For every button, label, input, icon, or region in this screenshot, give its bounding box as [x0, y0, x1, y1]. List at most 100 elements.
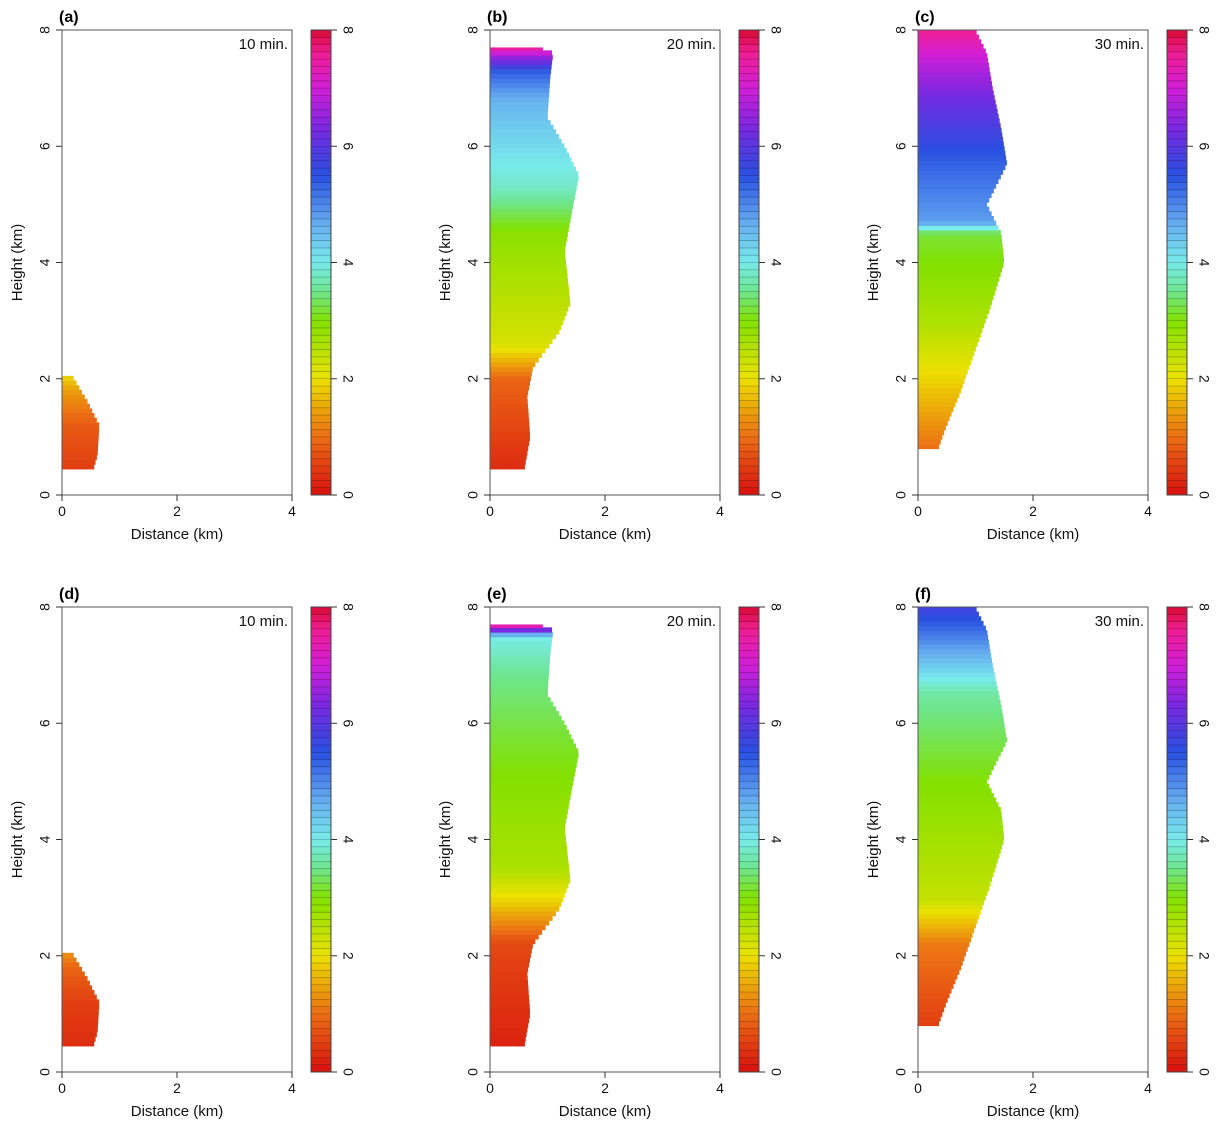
colorbar-tick-label: 0	[1196, 1068, 1212, 1076]
heatmap-cell	[918, 211, 992, 217]
heatmap-cell	[62, 980, 90, 986]
heatmap-cell	[918, 876, 993, 882]
panel-f: 0 2 4 0 2 4 6 8 Distance (km) Height (km) (f) 30 mi…	[865, 586, 1212, 1120]
heatmap-cell	[490, 948, 532, 954]
heatmap-cell	[490, 408, 529, 414]
colorbar-band	[311, 861, 331, 869]
colorbar-band	[739, 643, 759, 651]
heatmap-cell	[918, 718, 1004, 724]
heatmap-cell	[918, 751, 1001, 757]
heatmap-cell	[918, 825, 1004, 831]
colorbar-band	[1167, 277, 1187, 285]
colorbar-band	[1167, 197, 1187, 205]
y-tick-label: 8	[37, 26, 53, 34]
colorbar: 0 2 4 6 8	[738, 603, 784, 1076]
heatmap-cell	[490, 129, 557, 135]
colorbar-band	[1167, 393, 1187, 401]
heatmap-cell	[490, 859, 569, 866]
colorbar-band	[739, 59, 759, 67]
heatmap-cell	[490, 734, 572, 740]
heatmap-cell	[490, 971, 528, 977]
heatmap-cell	[918, 681, 997, 687]
colorbar-band	[311, 80, 331, 89]
colorbar-tick-label: 0	[768, 491, 784, 499]
heatmap-cell	[918, 336, 980, 343]
heatmap-cell	[62, 422, 100, 428]
heatmap-cell	[490, 78, 551, 84]
colorbar-band	[311, 745, 331, 753]
heatmap-cell	[918, 67, 990, 73]
heatmap-cell	[918, 141, 1004, 147]
colorbar-band	[311, 247, 331, 256]
heatmap-cell	[918, 243, 1003, 250]
heatmap-cell	[490, 459, 526, 465]
heatmap-cell	[490, 673, 549, 680]
colorbar-band	[1167, 95, 1187, 104]
heatmap-cell	[918, 918, 978, 924]
heatmap-cell	[918, 57, 989, 64]
heatmap-cell	[918, 388, 962, 394]
heatmap-cell	[918, 867, 995, 873]
heatmap-cell	[490, 938, 536, 945]
colorbar-band	[1167, 832, 1187, 840]
colorbar-band	[739, 131, 759, 140]
colorbar-tick-label: 2	[340, 952, 356, 960]
colorbar-band	[739, 189, 759, 198]
heatmap-cell	[918, 858, 998, 864]
colorbar-band	[739, 269, 759, 278]
heatmap-cell	[490, 310, 567, 316]
heatmap-cell	[490, 422, 530, 428]
heatmap-cell	[918, 253, 1004, 259]
heatmap-cell	[62, 459, 96, 465]
colorbar-tick-label: 0	[768, 1068, 784, 1076]
heatmap-cell	[918, 630, 988, 636]
heatmap-cell	[490, 92, 550, 98]
heatmap-cell	[490, 692, 548, 698]
y-tick-label: 2	[465, 375, 481, 383]
colorbar-band	[1167, 138, 1187, 147]
colorbar-band	[311, 393, 331, 401]
colorbar-band	[1167, 1013, 1187, 1022]
colorbar-band	[739, 919, 759, 928]
heatmap-cell	[62, 417, 97, 423]
panel-label: (b)	[487, 9, 507, 26]
heatmap-cell	[490, 883, 569, 889]
y-tick-label: 4	[893, 835, 909, 843]
heatmap-cell	[490, 371, 532, 377]
colorbar-band	[311, 422, 331, 431]
heatmap-cell	[490, 166, 576, 172]
heatmap-cell	[490, 892, 565, 898]
heatmap-cell	[490, 934, 539, 940]
heatmap-cell	[490, 134, 559, 140]
heatmap-cell	[918, 658, 992, 664]
heatmap-cell	[490, 231, 568, 237]
y-tick-label: 4	[37, 835, 53, 843]
heatmap-cell	[490, 715, 562, 721]
colorbar-band	[739, 992, 759, 1000]
heatmap-cell	[490, 445, 529, 451]
heatmap-cell	[918, 779, 987, 785]
colorbar-band	[739, 933, 759, 942]
y-axis-label: Height (km)	[9, 224, 26, 302]
heatmap-cell	[62, 985, 93, 991]
colorbar-band	[1167, 364, 1187, 372]
heatmap-cell	[490, 47, 543, 51]
heatmap-cell	[918, 443, 939, 450]
colorbar-band	[739, 320, 759, 329]
colorbar-band	[1167, 226, 1187, 234]
colorbar-band	[739, 766, 759, 775]
colorbar-band	[739, 349, 759, 358]
heatmap-cell	[918, 295, 994, 301]
heatmap-cell	[918, 76, 992, 82]
colorbar-band	[1167, 890, 1187, 899]
heatmap-cell	[918, 178, 999, 185]
heatmap-cell	[490, 296, 571, 303]
heatmap-cell	[918, 360, 971, 366]
heatmap-cell	[62, 966, 83, 973]
colorbar-band	[1167, 715, 1187, 724]
colorbar-band	[311, 342, 331, 351]
colorbar-tick-label: 6	[1196, 142, 1212, 150]
heatmap-cell	[918, 364, 970, 371]
x-tick-label: 2	[601, 1080, 609, 1096]
y-tick-label: 6	[893, 719, 909, 727]
